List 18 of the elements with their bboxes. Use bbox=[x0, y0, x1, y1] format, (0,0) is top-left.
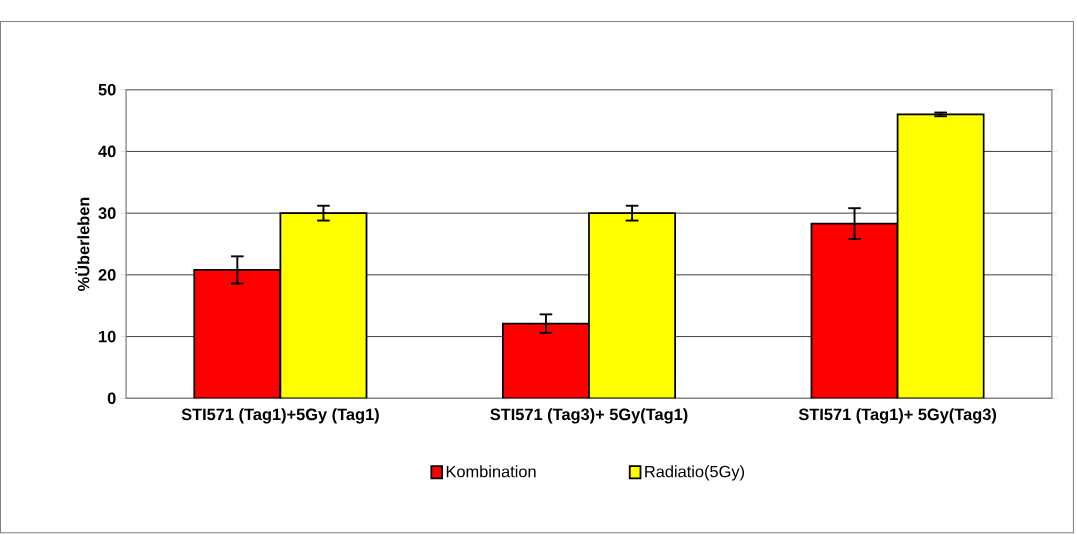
bar bbox=[193, 269, 282, 399]
x-tick-label: STI571 (Tag3)+ 5Gy(Tag1) bbox=[490, 408, 688, 424]
y-tick-label: 10 bbox=[99, 330, 116, 343]
y-tick-label: 30 bbox=[98, 207, 116, 220]
y-tick-label: 50 bbox=[98, 84, 116, 96]
y-tick-label: 0 bbox=[107, 392, 116, 405]
legend-label: Kombination bbox=[446, 465, 536, 478]
bar bbox=[588, 212, 677, 399]
legend-label: Radiatio(5Gy) bbox=[645, 465, 745, 481]
x-tick-label: STI571 (Tag1)+ 5Gy(Tag3) bbox=[798, 408, 997, 424]
bar bbox=[810, 222, 899, 399]
bar bbox=[501, 322, 590, 399]
bar bbox=[896, 113, 985, 399]
x-tick-label: STI571 (Tag1)+5Gy (Tag1) bbox=[181, 408, 379, 424]
y-tick-label: 20 bbox=[98, 269, 116, 281]
bar bbox=[279, 212, 368, 399]
y-tick-label: 40 bbox=[98, 145, 116, 158]
y-axis-title: %Überleben bbox=[75, 197, 90, 292]
